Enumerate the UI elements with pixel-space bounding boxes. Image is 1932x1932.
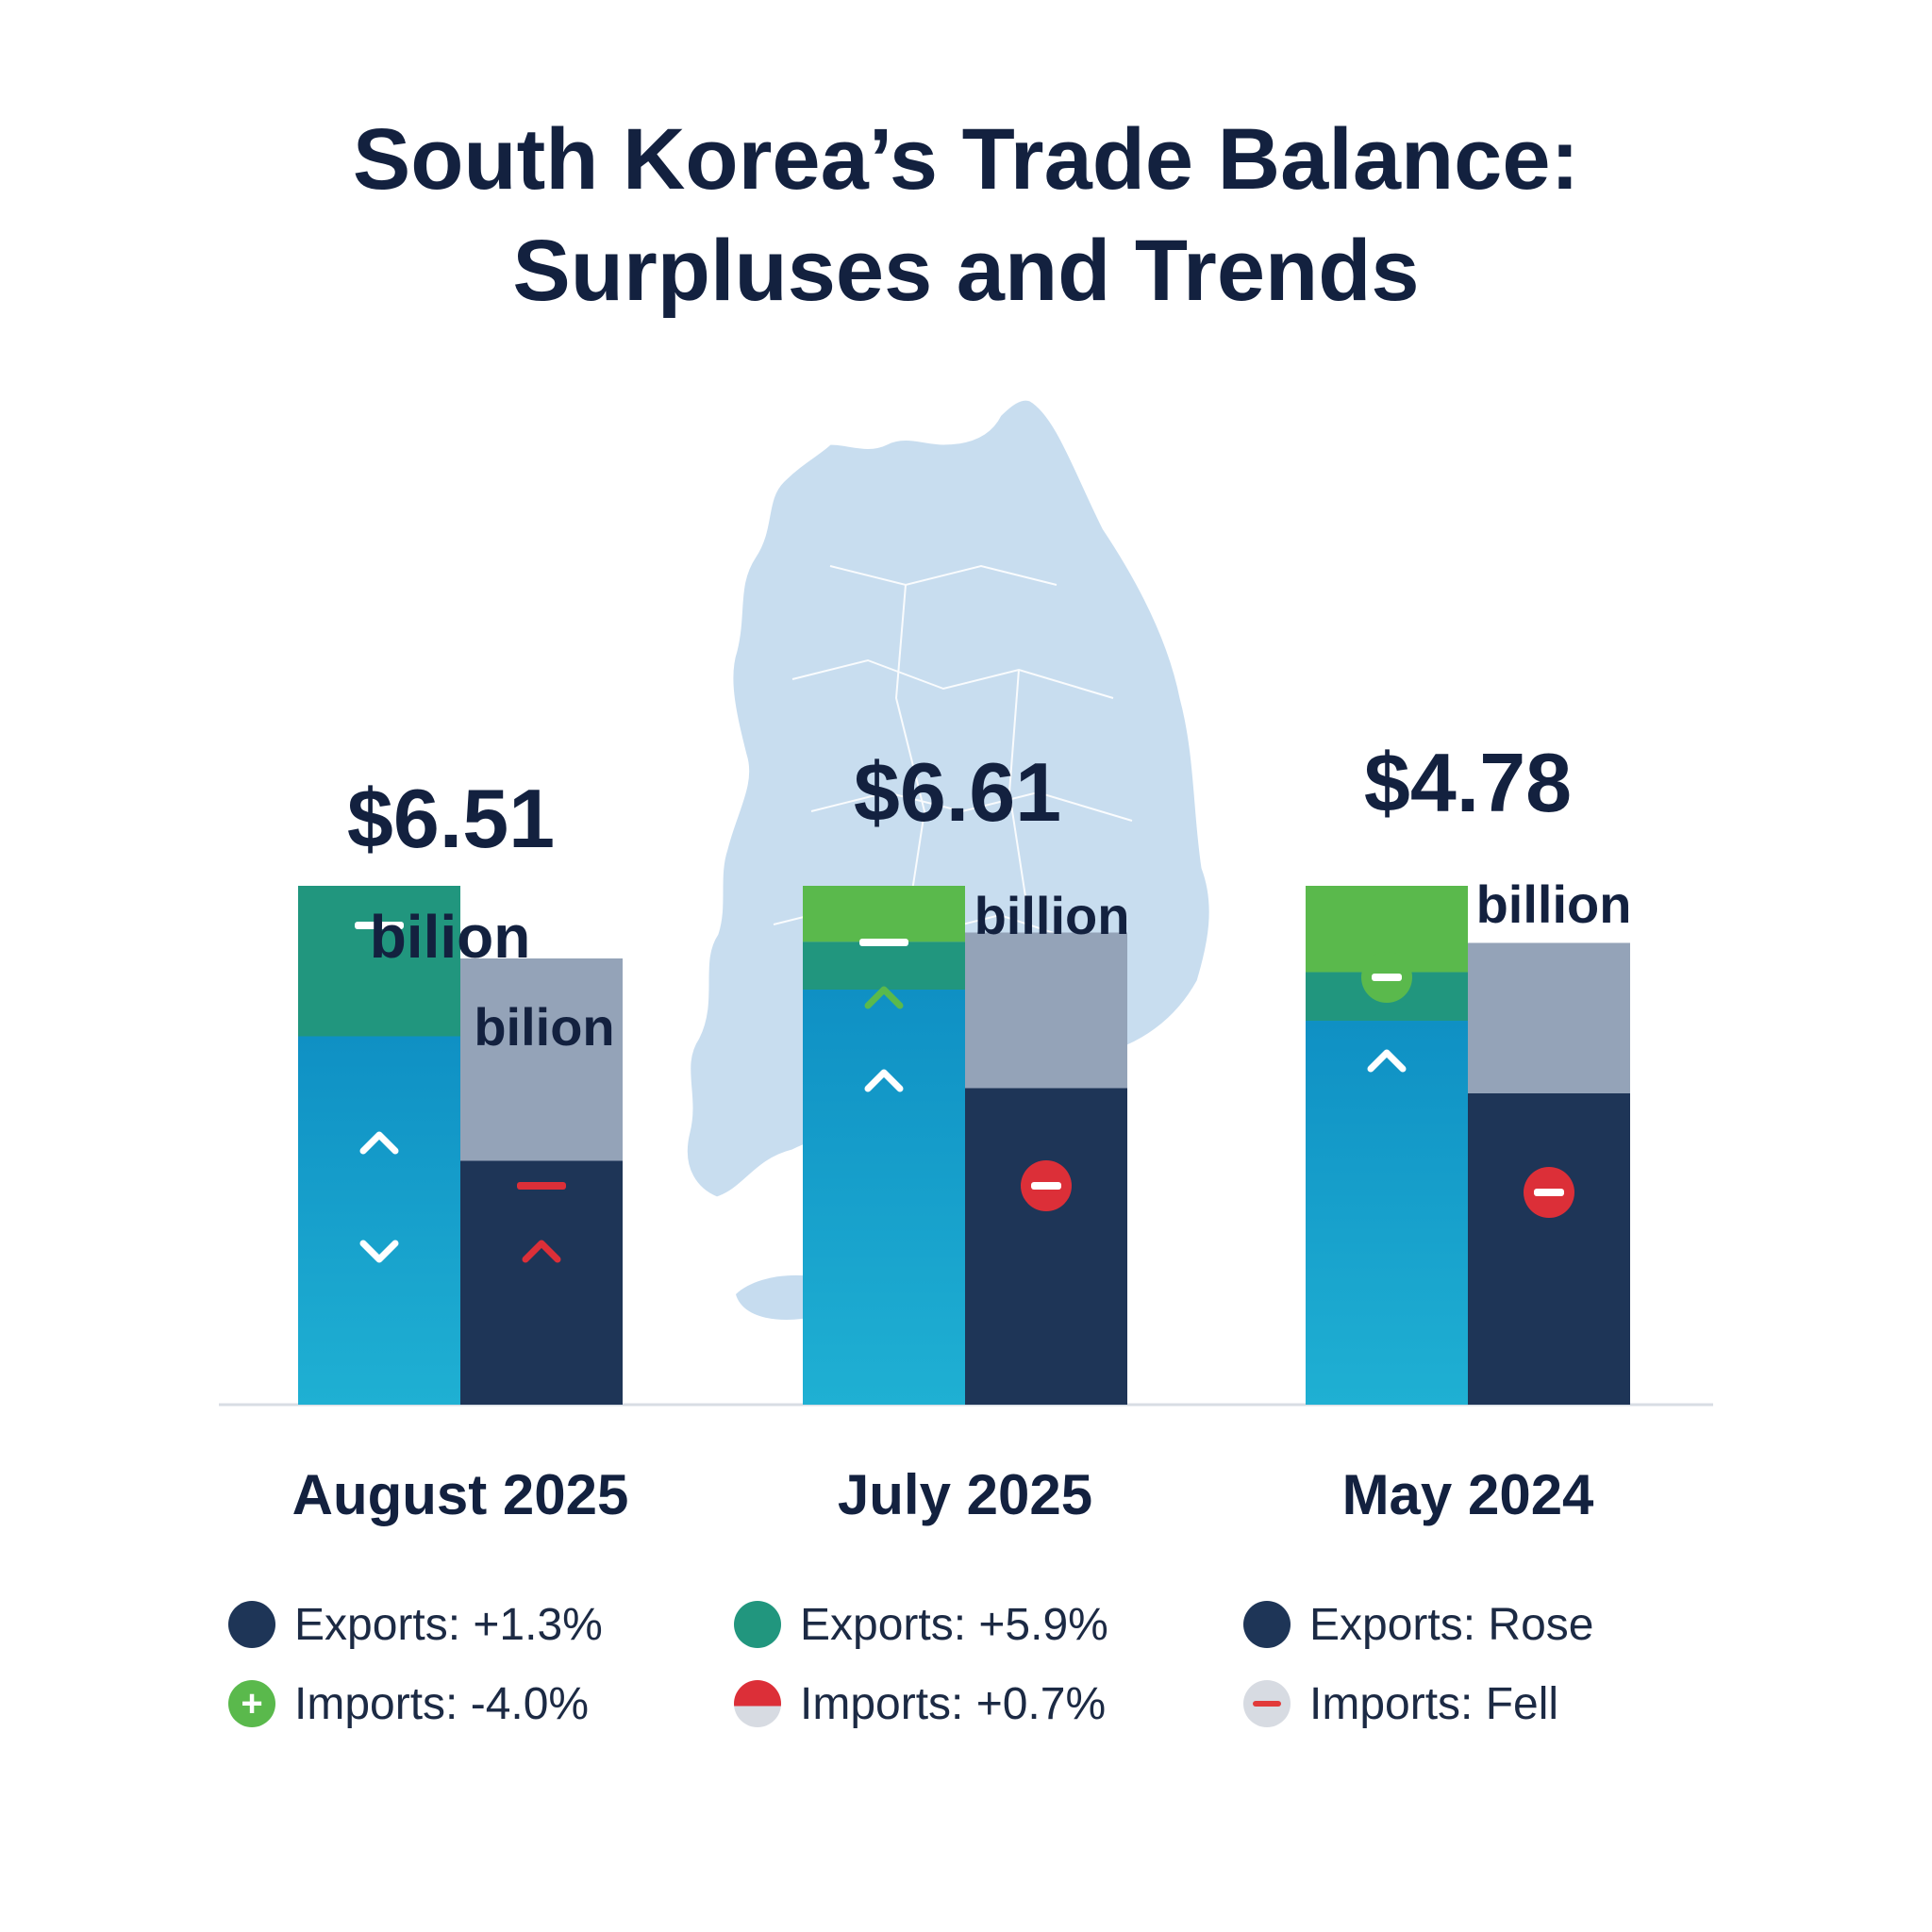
green-chevron-up-icon — [864, 986, 904, 1009]
surplus-unit-2: bilion — [474, 997, 614, 1057]
export-bar-2 — [1306, 1021, 1468, 1405]
chart-title: South Korea’s Trade Balance: Surpluses a… — [0, 104, 1932, 326]
export-bar-1 — [803, 990, 965, 1405]
teal-dot-icon — [734, 1601, 781, 1648]
legend-label: Imports: +0.7% — [800, 1678, 1107, 1729]
export-bar-upper-0 — [298, 886, 460, 1037]
legend-label: Exports: +1.3% — [294, 1599, 603, 1650]
chevron-up-icon — [359, 1131, 399, 1155]
red-dash-icon — [517, 1182, 566, 1190]
import-bar-light-1 — [965, 932, 1127, 1089]
surplus-unit: billion — [974, 886, 1130, 945]
red-half-dot-icon — [734, 1680, 781, 1727]
dash-icon — [859, 939, 908, 946]
import-bar-1 — [965, 1088, 1127, 1405]
chevron-up-icon — [1367, 1049, 1407, 1073]
dash-icon — [355, 922, 404, 929]
legend-item: Exports: +5.9% — [734, 1585, 1108, 1664]
red-minus-circle-icon-bar — [1534, 1189, 1564, 1196]
navy-dot-icon — [1243, 1601, 1291, 1648]
title-line-1: South Korea’s Trade Balance: — [352, 111, 1580, 208]
export-bar-mid-1 — [803, 941, 965, 990]
legend-item: Exports: Rose — [1243, 1585, 1593, 1664]
import-bar-light-2 — [1468, 942, 1630, 1093]
import-bar-light-0 — [460, 958, 623, 1161]
import-bar-0 — [460, 1160, 623, 1405]
legend-item: + Imports: -4.0% — [228, 1664, 603, 1743]
legend-column: Exports: +1.3% + Imports: -4.0% — [228, 1585, 603, 1755]
surplus-unit: billion — [1476, 874, 1632, 934]
legend-item: Imports: Fell — [1243, 1664, 1593, 1743]
legend-item: Exports: +1.3% — [228, 1585, 603, 1664]
category-label: May 2024 — [1342, 1463, 1594, 1526]
chevron-up-icon — [864, 1069, 904, 1092]
surplus-unit: bilion — [370, 903, 531, 971]
legend-column: Exports: +5.9% Imports: +0.7% — [734, 1585, 1108, 1755]
surplus-value: $4.78 — [1364, 736, 1572, 829]
surplus-value: $6.51 — [347, 772, 555, 865]
green-minus-circle-icon-bar — [1372, 974, 1402, 981]
legend-label: Exports: +5.9% — [800, 1599, 1108, 1650]
export-bar-upper-1 — [803, 886, 965, 942]
gray-minus-icon — [1243, 1680, 1291, 1727]
legend-item: Imports: +0.7% — [734, 1664, 1108, 1743]
title-line-2: Surpluses and Trends — [512, 223, 1420, 319]
red-minus-circle-icon-bar — [1031, 1182, 1061, 1190]
green-plus-icon: + — [228, 1680, 275, 1727]
legend-label: Exports: Rose — [1309, 1599, 1594, 1650]
export-bar-0 — [298, 1036, 460, 1405]
legend-label: Imports: Fell — [1309, 1678, 1559, 1729]
legend-label: Imports: -4.0% — [294, 1678, 590, 1729]
red-chevron-up-icon — [522, 1240, 561, 1263]
legend-column: Exports: Rose Imports: Fell — [1243, 1585, 1593, 1755]
surplus-value: $6.61 — [854, 745, 1061, 839]
navy-dot-icon — [228, 1601, 275, 1648]
category-label: July 2025 — [838, 1463, 1092, 1526]
chevron-down-icon — [359, 1240, 399, 1263]
import-bar-2 — [1468, 1093, 1630, 1405]
category-label: August 2025 — [292, 1463, 629, 1526]
